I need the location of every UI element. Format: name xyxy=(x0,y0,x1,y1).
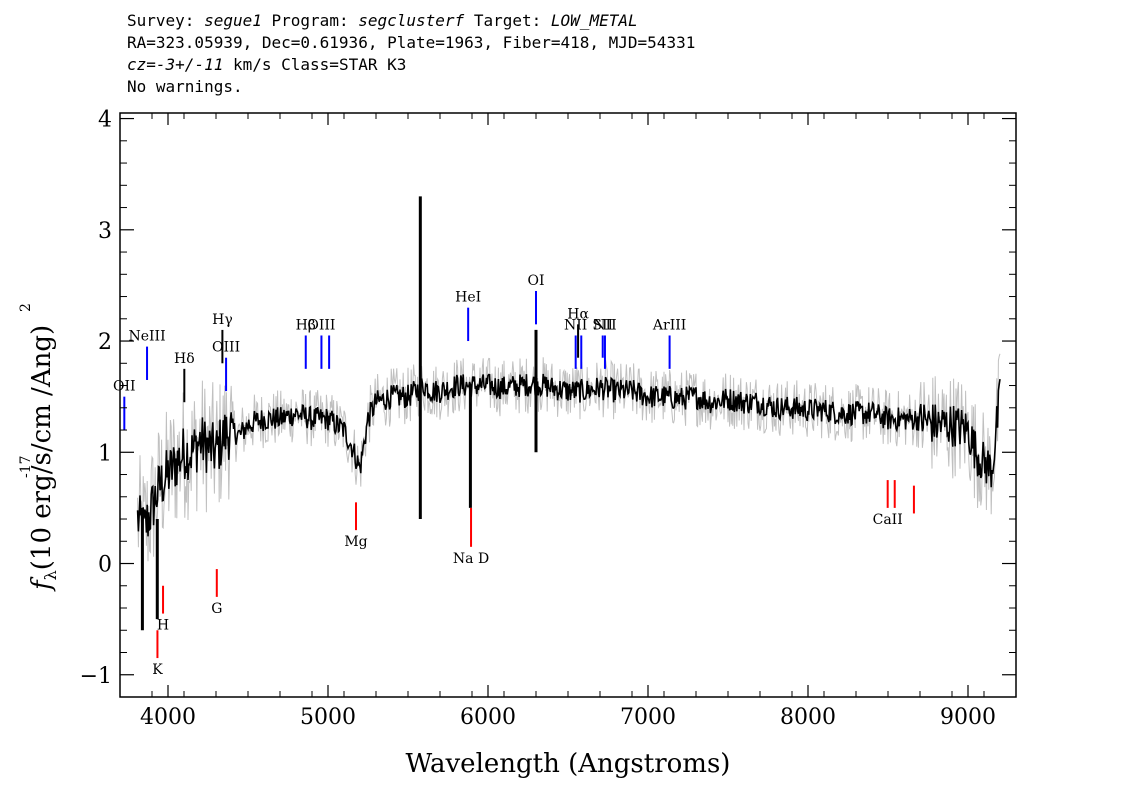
line-label-13: SII xyxy=(592,317,613,333)
line-label-20: Na D xyxy=(453,551,489,567)
y-tick-label-0: −1 xyxy=(80,664,112,689)
line-label-16: K xyxy=(152,662,163,678)
line-label-14: NII xyxy=(593,317,616,333)
y-axis-label: fλ(10 erg/s/cm /Ang) xyxy=(27,325,60,592)
x-tick-label-3: 7000 xyxy=(620,705,676,730)
cz-value: -3+/-11 xyxy=(155,55,224,74)
y-tick-label-3: 2 xyxy=(98,330,112,355)
y-tick-label-2: 1 xyxy=(98,441,112,466)
y-axis-label-sub: λ xyxy=(41,570,60,580)
y-axis: −1 0 1 2 3 4 xyxy=(80,108,1016,689)
header-line-4: No warnings. xyxy=(127,77,243,96)
x-axis: 4000 5000 6000 7000 8000 9000 xyxy=(119,113,1017,730)
header-line-1: Survey: segue1 Program: segclusterf Targ… xyxy=(127,10,695,32)
y-axis-label-exponent-2: 2 xyxy=(18,303,34,312)
line-label-5: Hβ xyxy=(296,317,316,333)
line-label-10: NII xyxy=(564,317,587,333)
class-text: km/s Class=STAR K3 xyxy=(223,55,407,74)
y-axis-label-exponent: -17 xyxy=(18,455,34,478)
line-label-4: OIII xyxy=(212,340,240,356)
x-axis-label: Wavelength (Angstroms) xyxy=(406,749,731,779)
y-tick-label-1: 0 xyxy=(98,553,112,578)
line-label-9: OI xyxy=(527,273,544,289)
survey-label: Survey: xyxy=(127,11,195,30)
line-label-19: Mg xyxy=(344,534,367,550)
y-tick-label-5: 4 xyxy=(98,108,112,133)
line-label-3: Hγ xyxy=(212,312,233,328)
x-tick-label-1: 5000 xyxy=(300,705,356,730)
line-label-21: CaII xyxy=(873,512,903,528)
x-tick-label-0: 4000 xyxy=(140,705,196,730)
line-label-11: Hα xyxy=(567,306,589,322)
flux-series-line xyxy=(136,373,1001,546)
survey-value: segue1 xyxy=(204,11,262,30)
x-tick-label-2: 6000 xyxy=(460,705,516,730)
flux-series xyxy=(136,196,1001,631)
line-label-15: ArIII xyxy=(652,317,686,333)
line-label-8: HeI xyxy=(455,290,481,306)
line-label-2: Hδ xyxy=(174,351,195,367)
program-label: Program: xyxy=(271,11,349,30)
line-label-6: OIII xyxy=(307,317,335,333)
program-value: segclusterf xyxy=(358,11,465,30)
y-axis-label-text: (10 erg/s/cm /Ang) xyxy=(27,325,57,570)
x-tick-label-5: 9000 xyxy=(940,705,996,730)
y-axis-label-group: fλ(10 erg/s/cm /Ang) -17 2 xyxy=(18,303,60,592)
line-label-18: G xyxy=(211,601,222,617)
header-line-3: cz=-3+/-11 km/s Class=STAR K3 xyxy=(127,54,695,76)
cz-label: cz= xyxy=(127,55,156,74)
target-label: Target: xyxy=(473,11,542,30)
line-label-17: H xyxy=(157,618,169,634)
line-label-0: OII xyxy=(113,379,136,395)
target-value: LOW_METAL xyxy=(550,11,638,30)
spectrum-header: Survey: segue1 Program: segclusterf Targ… xyxy=(127,10,695,98)
x-tick-label-4: 8000 xyxy=(780,705,836,730)
header-line-2: RA=323.05939, Dec=0.61936, Plate=1963, F… xyxy=(127,33,696,52)
y-tick-label-4: 3 xyxy=(98,219,112,244)
line-label-1: NeIII xyxy=(128,329,165,345)
